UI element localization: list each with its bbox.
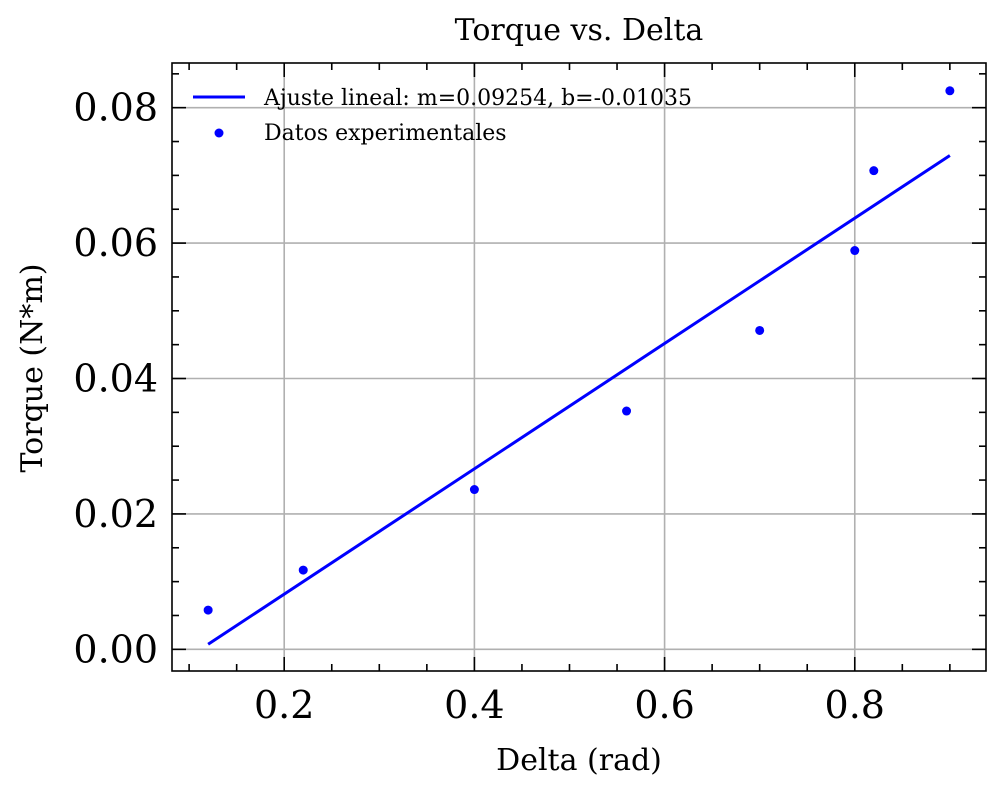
y-tick-labels: 0.00 0.02 0.04 0.06 0.08 bbox=[73, 86, 158, 672]
minor-ticks bbox=[172, 63, 986, 671]
x-tick-label: 0.4 bbox=[444, 683, 504, 727]
x-tick-label: 0.2 bbox=[254, 683, 314, 727]
x-axis-label: Delta (rad) bbox=[496, 743, 662, 778]
data-point bbox=[298, 565, 308, 575]
y-axis-label: Torque (N*m) bbox=[15, 263, 50, 472]
major-ticks bbox=[172, 63, 986, 671]
legend: Ajuste lineal: m=0.09254, b=-0.01035 Dat… bbox=[193, 86, 692, 146]
data-point bbox=[469, 485, 479, 495]
y-tick-label: 0.02 bbox=[73, 492, 158, 536]
plot-frame bbox=[171, 62, 987, 672]
data-point bbox=[850, 246, 860, 256]
data-point bbox=[203, 605, 213, 615]
data-point bbox=[622, 406, 632, 416]
x-tick-labels: 0.2 0.4 0.6 0.8 bbox=[254, 683, 885, 727]
x-tick-label: 0.8 bbox=[825, 683, 885, 727]
y-tick-label: 0.06 bbox=[73, 221, 158, 265]
series-layer bbox=[203, 86, 955, 646]
x-tick-label: 0.6 bbox=[634, 683, 694, 727]
y-tick-label: 0.08 bbox=[73, 86, 158, 130]
data-point bbox=[945, 86, 955, 96]
data-point bbox=[755, 325, 765, 335]
fit-line bbox=[207, 154, 951, 646]
legend-label-fit: Ajuste lineal: m=0.09254, b=-0.01035 bbox=[263, 86, 692, 111]
y-tick-label: 0.04 bbox=[73, 357, 158, 401]
grid-lines bbox=[172, 63, 986, 671]
y-tick-label: 0.00 bbox=[73, 627, 158, 671]
chart-title: Torque vs. Delta bbox=[455, 13, 704, 48]
legend-marker-swatch bbox=[214, 128, 224, 138]
legend-label-data: Datos experimentales bbox=[264, 121, 507, 146]
data-point bbox=[869, 166, 879, 176]
